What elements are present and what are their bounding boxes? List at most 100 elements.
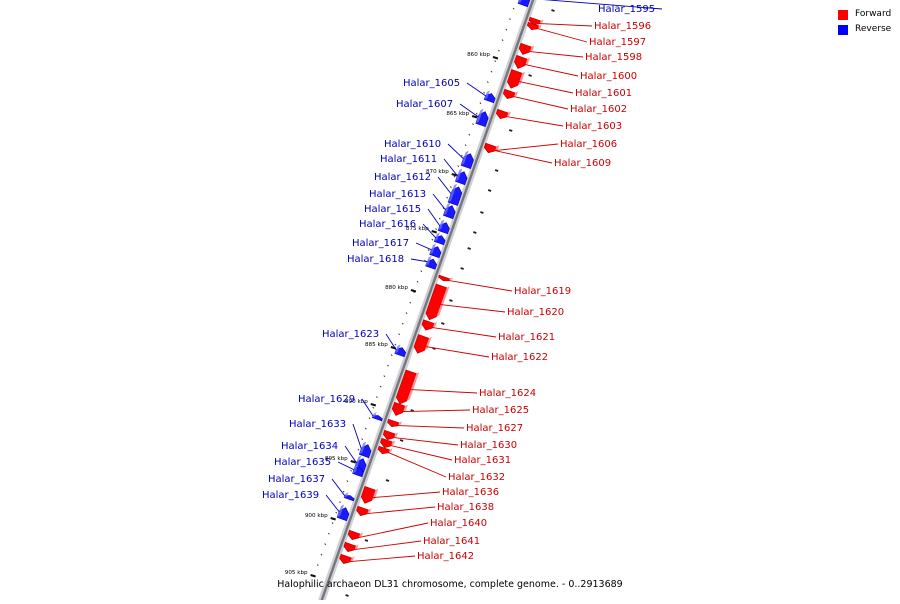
gene-label-halar-1640[interactable]: Halar_1640: [430, 518, 487, 529]
gene-label-halar-1622[interactable]: Halar_1622: [491, 352, 548, 363]
gene-arrow-halar-1624[interactable]: [395, 369, 417, 405]
gene-arrow-halar-1630[interactable]: [382, 429, 396, 440]
minor-tick: [372, 406, 375, 409]
gene-label-halar-1596[interactable]: Halar_1596: [594, 21, 651, 32]
gene-label-halar-1609[interactable]: Halar_1609: [554, 158, 611, 169]
gene-arrow-halar-1612[interactable]: [447, 186, 463, 206]
gene-label-halar-1600[interactable]: Halar_1600: [580, 71, 637, 82]
gene-arrow-halar-1620[interactable]: [425, 283, 447, 321]
leader-line: [466, 82, 486, 97]
gene-label-halar-1611[interactable]: Halar_1611: [380, 154, 437, 165]
gene-arrow-halar-1602[interactable]: [502, 88, 516, 99]
minor-tick: [446, 196, 449, 199]
gene-label-halar-1636[interactable]: Halar_1636: [442, 487, 499, 498]
minor-tick: [457, 165, 460, 168]
gene-label-halar-1635[interactable]: Halar_1635: [274, 457, 331, 468]
minor-tick: [350, 469, 352, 472]
gene-label-halar-1631[interactable]: Halar_1631: [454, 455, 511, 466]
gene-arrow-halar-1642[interactable]: [339, 553, 352, 564]
gene-label-halar-1612[interactable]: Halar_1612: [374, 172, 431, 183]
gene-label-halar-1630[interactable]: Halar_1630: [460, 440, 517, 451]
gene-label-halar-1595[interactable]: Halar_1595: [598, 4, 655, 15]
leader-line: [422, 223, 436, 239]
gene-arrow-face: [529, 45, 535, 53]
major-tick: [451, 173, 458, 177]
gene-label-halar-1634[interactable]: Halar_1634: [281, 441, 338, 452]
minor-tick: [494, 60, 497, 63]
gene-arrow-halar-1596[interactable]: [528, 16, 541, 26]
gene-label-halar-1619[interactable]: Halar_1619: [514, 286, 571, 297]
gene-label-halar-1603[interactable]: Halar_1603: [565, 121, 622, 132]
gene-label-halar-1641[interactable]: Halar_1641: [423, 536, 480, 547]
gene-label-halar-1602[interactable]: Halar_1602: [570, 104, 627, 115]
gene-label-halar-1621[interactable]: Halar_1621: [498, 332, 555, 343]
minor-tick: [473, 231, 477, 234]
gene-arrow-halar-1627[interactable]: [387, 418, 400, 428]
tick-label: 895 kbp: [325, 456, 348, 462]
gene-label-halar-1606[interactable]: Halar_1606: [560, 139, 617, 150]
gene-arrow-halar-1632[interactable]: [377, 445, 390, 455]
gene-arrow-halar-1597[interactable]: [526, 21, 540, 31]
gene-arrow-halar-1631[interactable]: [380, 437, 393, 448]
gene-label-halar-1618[interactable]: Halar_1618: [347, 254, 404, 265]
minor-tick: [361, 438, 364, 441]
gene-arrow-face: [506, 111, 512, 117]
leader-line: [397, 425, 465, 429]
gene-label-halar-1605[interactable]: Halar_1605: [403, 78, 460, 89]
leader-line: [358, 522, 429, 539]
gene-arrow-halar-1603[interactable]: [495, 108, 509, 119]
leader-line: [410, 389, 478, 394]
gene-label-halar-1627[interactable]: Halar_1627: [466, 423, 523, 434]
gene-arrow-halar-1598[interactable]: [518, 42, 532, 55]
gene-label-halar-1610[interactable]: Halar_1610: [384, 139, 441, 150]
minor-tick: [487, 189, 492, 192]
gene-arrow-halar-1638[interactable]: [356, 505, 369, 516]
gene-arrow-halar-1625[interactable]: [391, 401, 406, 416]
gene-arrow-halar-1636[interactable]: [360, 486, 376, 504]
gene-label-halar-1629[interactable]: Halar_1629: [298, 394, 355, 405]
gene-label-halar-1637[interactable]: Halar_1637: [268, 474, 325, 485]
major-tick: [410, 289, 417, 293]
gene-arrow-face: [372, 412, 377, 418]
tick-label: 900 kbp: [305, 513, 328, 519]
gene-label-halar-1597[interactable]: Halar_1597: [589, 37, 646, 48]
gene-label-halar-1598[interactable]: Halar_1598: [585, 52, 642, 63]
leader-line: [529, 51, 584, 58]
gene-label-halar-1633[interactable]: Halar_1633: [289, 419, 346, 430]
gene-label-halar-1624[interactable]: Halar_1624: [479, 388, 536, 399]
leader-line: [539, 23, 593, 27]
gene-label-halar-1613[interactable]: Halar_1613: [369, 189, 426, 200]
gene-arrow-face: [388, 448, 393, 453]
gene-label-halar-1616[interactable]: Halar_1616: [359, 219, 416, 230]
minor-tick: [320, 553, 323, 556]
gene-arrow-face: [518, 0, 522, 4]
gene-arrow-halar-1637[interactable]: [343, 495, 355, 502]
gene-label-halar-1642[interactable]: Halar_1642: [417, 551, 474, 562]
gene-arrow-halar-1640[interactable]: [347, 529, 361, 540]
gene-arrow-face: [406, 372, 420, 401]
minor-tick: [410, 409, 414, 412]
gene-label-halar-1607[interactable]: Halar_1607: [396, 99, 453, 110]
gene-label-halar-1623[interactable]: Halar_1623: [322, 329, 379, 340]
gene-label-halar-1632[interactable]: Halar_1632: [448, 472, 505, 483]
gene-arrow-face: [484, 90, 490, 100]
gene-label-halar-1617[interactable]: Halar_1617: [352, 238, 409, 249]
gene-label-halar-1620[interactable]: Halar_1620: [507, 307, 564, 318]
gene-arrow-halar-1622[interactable]: [413, 334, 430, 354]
gene-arrow-face: [337, 504, 345, 518]
gene-arrow-halar-1641[interactable]: [343, 541, 357, 552]
gene-label-halar-1601[interactable]: Halar_1601: [575, 88, 632, 99]
gene-label-halar-1638[interactable]: Halar_1638: [437, 502, 494, 513]
gene-label-halar-1639[interactable]: Halar_1639: [262, 490, 319, 501]
gene-arrow-halar-1609[interactable]: [483, 142, 497, 153]
gene-arrow-halar-1600[interactable]: [514, 54, 528, 69]
gene-arrow-face: [513, 91, 519, 97]
gene-arrow-halar-1629[interactable]: [371, 415, 383, 422]
gene-arrow-halar-1621[interactable]: [421, 319, 435, 331]
gene-label-halar-1615[interactable]: Halar_1615: [364, 204, 421, 215]
gene-arrow-face: [537, 24, 542, 29]
gene-label-halar-1625[interactable]: Halar_1625: [472, 405, 529, 416]
gene-arrow-halar-1601[interactable]: [507, 69, 523, 89]
minor-tick: [467, 247, 471, 250]
gene-arrow-halar-1619[interactable]: [438, 274, 451, 282]
